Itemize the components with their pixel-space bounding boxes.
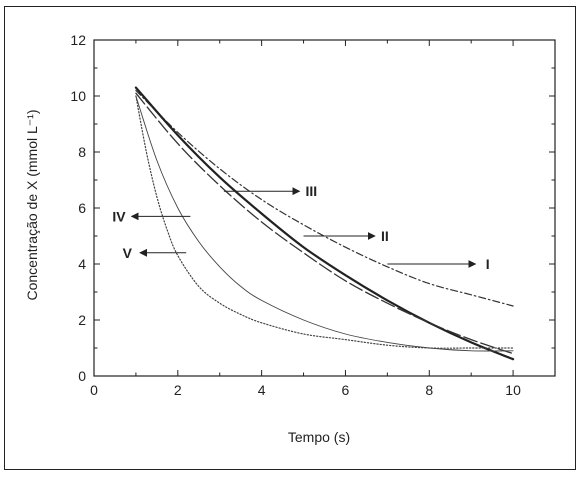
x-tick-label: 8 (425, 382, 433, 398)
annotation-label-III: III (306, 183, 318, 199)
x-axis-label: Tempo (s) (288, 429, 350, 445)
y-tick-label: 8 (78, 144, 86, 160)
series-line-I (135, 89, 514, 307)
axes: 0 2 4 6 8 10 0 2 4 6 8 10 12 (70, 32, 556, 398)
annotation-label-II: II (381, 228, 389, 244)
y-tick-label: 4 (78, 256, 86, 272)
y-tick-label: 2 (78, 312, 86, 328)
series-line-V (135, 95, 514, 349)
x-tick-label: 10 (505, 382, 521, 398)
plot-border (93, 39, 556, 377)
x-tick-label: 6 (342, 382, 350, 398)
series-layer (134, 86, 515, 361)
series-line-II (134, 86, 515, 361)
annotation-label-I: I (486, 256, 490, 272)
annotation-label-V: V (123, 245, 133, 261)
y-tick-label: 10 (70, 88, 86, 104)
series-line-III (135, 92, 514, 355)
x-tick-label: 2 (174, 382, 182, 398)
x-tick-label: 4 (258, 382, 266, 398)
y-tick-label: 12 (70, 32, 86, 48)
series-line-IV (135, 95, 514, 352)
annotation-label-IV: IV (112, 208, 126, 224)
y-axis-label: Concentração de X (mmol L⁻¹) (24, 109, 40, 300)
y-tick-label: 0 (78, 368, 86, 384)
x-tick-label: 0 (90, 382, 98, 398)
y-tick-label: 6 (78, 200, 86, 216)
